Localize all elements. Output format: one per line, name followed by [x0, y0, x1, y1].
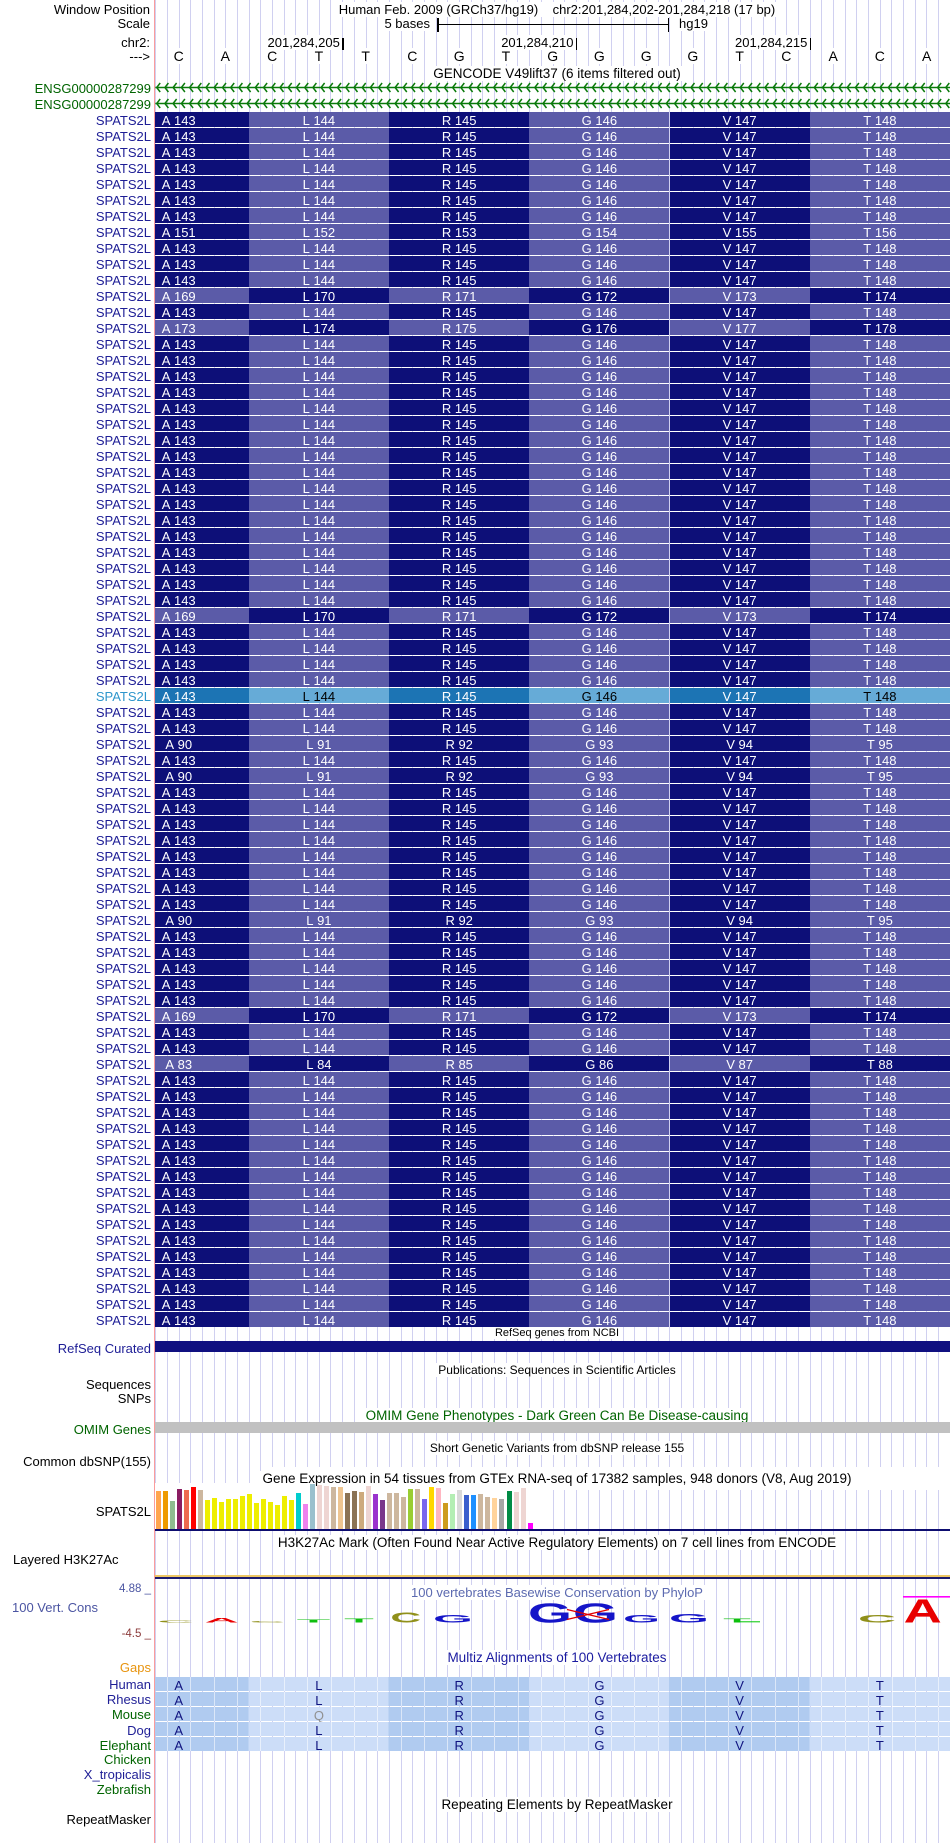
svg-text:T: T [344, 1617, 374, 1623]
svg-text:C: C [390, 1609, 421, 1625]
svg-text:C: C [250, 1621, 285, 1623]
svg-text:T: T [297, 1619, 331, 1624]
svg-text:G: G [669, 1611, 709, 1625]
svg-text:A: A [904, 1593, 942, 1630]
svg-text:G: G [528, 1598, 572, 1628]
svg-text:T: T [723, 1618, 751, 1624]
svg-text:C: C [157, 1620, 193, 1622]
svg-text:C: C [858, 1612, 896, 1625]
svg-text:G: G [623, 1612, 660, 1625]
svg-text:G: G [433, 1612, 473, 1625]
svg-text:A: A [205, 1617, 239, 1624]
